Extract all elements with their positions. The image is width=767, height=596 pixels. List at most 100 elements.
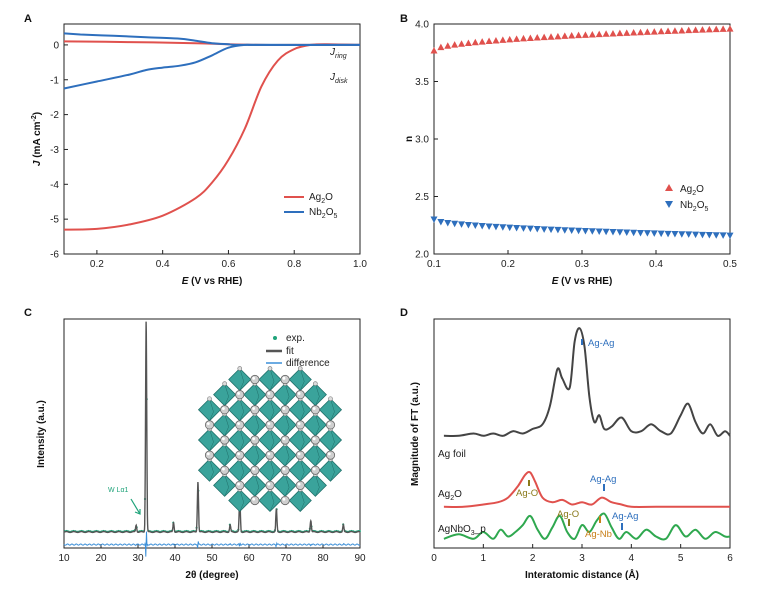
panel-c: C 10 20 30 40 50 60 70 80 90 W Lα1 exp. fit diff… [24, 307, 366, 581]
silver-atom [280, 465, 290, 475]
octahedron-edge [300, 368, 305, 391]
atom-highlight [282, 376, 286, 380]
octahedron [303, 413, 327, 437]
panel-a-y-tick-label: -6 [50, 250, 59, 261]
panel-b-point-ag2o [637, 28, 645, 36]
silver-atom [235, 420, 245, 430]
marker-ag-o-agnbo3: Ag-O [557, 509, 579, 520]
panel-b-x-tick-label: 0.4 [649, 259, 663, 270]
silver-atom [235, 480, 245, 490]
panel-b-point-nb2o5 [499, 224, 507, 231]
panel-b-y-tick-label: 4.0 [415, 20, 429, 31]
oxygen-atom [222, 381, 227, 386]
panel-a-y-axis-label: J (mA cm-2) [31, 112, 43, 166]
atom-highlight [297, 452, 301, 456]
panel-b-point-nb2o5 [561, 227, 569, 234]
panel-b-point-nb2o5 [568, 227, 576, 234]
atom-highlight [252, 376, 256, 380]
panel-b-point-ag2o [513, 35, 521, 42]
octahedron-edge [209, 459, 214, 482]
oxygen-atom [328, 396, 333, 402]
curve-label-agnbo3: AgNbO3_p [438, 524, 486, 537]
octahedron [228, 367, 252, 392]
silver-atom [220, 405, 230, 415]
silver-atom [280, 495, 290, 506]
octahedron-edge [330, 398, 335, 421]
octahedron [243, 413, 267, 437]
panel-a-line-nb2o5 [63, 43, 360, 90]
marker-ag-o-ag2o: Ag-O [516, 488, 538, 499]
panel-c-x-tick-label: 30 [132, 553, 144, 564]
panel-d-x-tick-label: 1 [481, 553, 487, 564]
atom-highlight [267, 392, 271, 395]
atom-highlight [312, 407, 316, 410]
panel-b-point-nb2o5 [444, 219, 452, 227]
panel-b-point-nb2o5 [437, 218, 445, 226]
panel-b-point-nb2o5 [650, 230, 658, 237]
atom-highlight [267, 482, 271, 486]
panel-b-point-ag2o [726, 25, 734, 32]
octahedron-edge [254, 383, 260, 406]
panel-a-y-tick-label: -5 [50, 215, 59, 226]
panel-a-x-tick-label: 0.8 [287, 259, 301, 270]
octahedron [197, 398, 222, 422]
panel-c-x-tick-label: 80 [317, 553, 329, 564]
octahedron [288, 398, 312, 422]
octahedron [258, 367, 282, 392]
atom-highlight [206, 452, 210, 456]
panel-b-point-nb2o5 [602, 228, 610, 236]
legend-exp-marker [273, 336, 277, 340]
panel-b-point-ag2o [643, 28, 651, 35]
curve-label-ag-foil: Ag foil [438, 449, 466, 460]
legend-nb2o5-label: Nb2O5 [309, 207, 337, 220]
panel-a-y-ticks: 0 -1 -2 -3 -4 -5 -6 [50, 40, 68, 261]
octahedron [258, 488, 282, 513]
octahedron [228, 458, 252, 482]
octahedron [318, 428, 343, 452]
panel-b-point-ag2o [561, 32, 569, 39]
panel-b-point-ag2o [430, 46, 438, 54]
atom-highlight [297, 392, 301, 395]
panel-b-point-ag2o [444, 42, 452, 49]
panel-b-point-nb2o5 [595, 228, 603, 236]
panel-b-point-ag2o [485, 37, 493, 45]
panel-c-series [63, 321, 361, 557]
octahedron-edge [330, 459, 335, 482]
octahedron [197, 458, 222, 482]
panel-b-point-ag2o [595, 30, 603, 38]
octahedron-edge [300, 459, 305, 482]
octahedron [228, 398, 252, 422]
octahedron-edge [224, 444, 229, 467]
panel-b-x-tick-label: 0.3 [575, 259, 589, 270]
panel-b-point-ag2o [664, 27, 672, 35]
atom-highlight [312, 437, 316, 441]
octahedron [273, 443, 297, 467]
octahedron-edge [239, 368, 245, 391]
octahedron-edge [315, 413, 320, 436]
octahedron-edge [254, 444, 260, 467]
octahedron [258, 458, 282, 482]
silver-atom [325, 450, 336, 460]
silver-atom [265, 450, 275, 460]
panel-b-point-nb2o5 [458, 221, 466, 228]
silver-atom [280, 405, 290, 415]
panel-c-x-tick-label: 90 [354, 553, 366, 564]
panel-b-y-tick-label: 2.0 [415, 250, 429, 261]
atom-highlight [327, 422, 331, 426]
panel-b-point-ag2o [705, 25, 713, 33]
panel-b-point-ag2o [616, 29, 624, 37]
silver-atom [325, 420, 336, 430]
silver-atom [265, 420, 275, 430]
legend-fit-label: fit [286, 346, 294, 357]
octahedron [303, 443, 327, 467]
panel-d-x-tick-label: 5 [678, 553, 684, 564]
octahedron-edge [269, 398, 275, 421]
panel-c-difference-line [63, 531, 361, 557]
panel-a-x-ticks: 0.2 0.4 0.6 0.8 1.0 [90, 250, 367, 270]
panel-b-point-ag2o [533, 34, 541, 41]
octahedron-edge [269, 459, 275, 482]
octahedron-edge [315, 474, 320, 497]
silver-atom [235, 390, 245, 400]
atom-highlight [297, 482, 301, 486]
panel-a: A 0.2 0.4 0.6 0.8 1.0 0 -1 -2 -3 -4 -5 -6 Jring Jd… [24, 13, 367, 287]
